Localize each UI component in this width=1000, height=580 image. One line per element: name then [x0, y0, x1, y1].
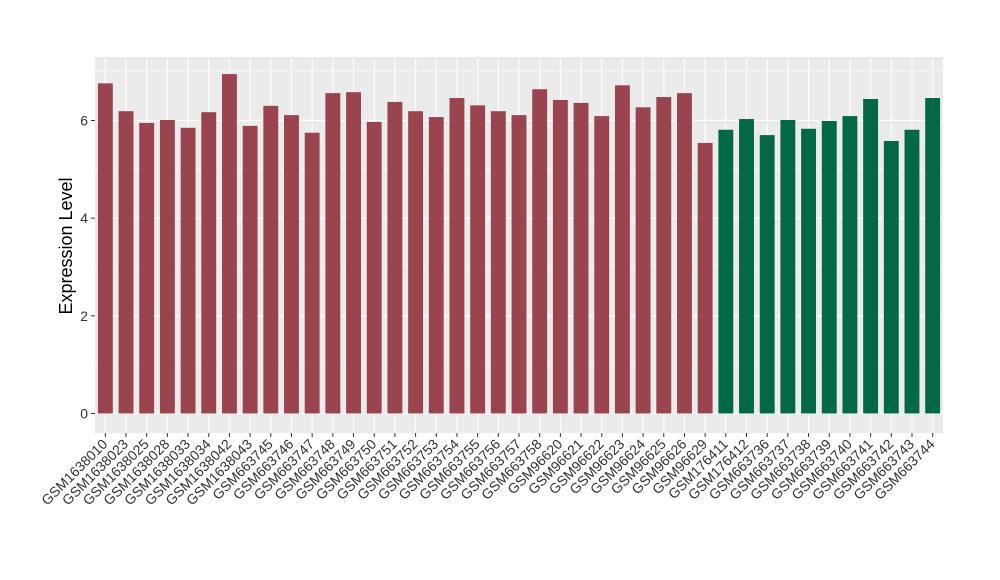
bar-GSM663738	[801, 128, 817, 414]
bar-GSM1638010	[97, 83, 113, 414]
bar-GSM1638043	[242, 125, 258, 414]
bars	[97, 74, 941, 414]
bar-GSM663750	[366, 121, 382, 414]
y-tick-label: 0	[80, 405, 88, 421]
bar-GSM1638023	[118, 111, 134, 414]
bar-GSM663755	[470, 105, 486, 414]
bar-GSM96629	[697, 142, 713, 414]
bar-GSM1638033	[180, 127, 196, 414]
bar-GSM663739	[821, 120, 837, 414]
bar-GSM663756	[490, 111, 506, 414]
y-tick-label: 2	[80, 308, 88, 324]
bar-GSM663753	[428, 117, 444, 414]
bar-GSM663754	[449, 98, 465, 414]
bar-GSM663751	[387, 101, 403, 414]
bar-GSM96626	[677, 93, 692, 414]
y-axis: 0 2 4 6	[80, 112, 95, 421]
bar-GSM96622	[594, 116, 610, 414]
bar-GSM663757	[511, 115, 527, 414]
bar-GSM663749	[346, 92, 361, 414]
bar-GSM663743	[904, 129, 920, 414]
bar-GSM663758	[532, 89, 548, 414]
y-tick-label: 6	[80, 112, 88, 128]
bar-GSM663747	[304, 132, 320, 414]
y-axis-title: Expression Level	[56, 177, 76, 314]
bar-GSM663742	[883, 140, 899, 414]
bar-GSM663741	[863, 98, 879, 414]
bar-GSM1638042	[221, 74, 237, 414]
bar-GSM663740	[842, 116, 858, 414]
bar-GSM663745	[263, 105, 279, 414]
bar-GSM663744	[925, 98, 941, 414]
bar-GSM96624	[635, 107, 651, 414]
bar-GSM1638028	[159, 119, 175, 414]
bar-GSM663748	[325, 93, 341, 414]
bar-GSM663737	[780, 119, 796, 414]
bar-GSM176412	[739, 119, 754, 414]
bar-GSM663746	[284, 115, 299, 414]
bar-GSM96625	[656, 97, 672, 414]
bar-GSM176411	[718, 129, 734, 414]
bar-GSM1638034	[201, 112, 217, 414]
bar-GSM96620	[552, 99, 568, 414]
bar-GSM663752	[408, 111, 424, 414]
bar-GSM663736	[759, 135, 775, 414]
bar-GSM96623	[614, 85, 630, 414]
x-axis: GSM1638010GSM1638023GSM1638025GSM1638028…	[38, 433, 938, 508]
bar-GSM1638025	[139, 122, 155, 414]
bar-GSM96621	[573, 102, 589, 414]
y-tick-label: 4	[80, 210, 88, 226]
